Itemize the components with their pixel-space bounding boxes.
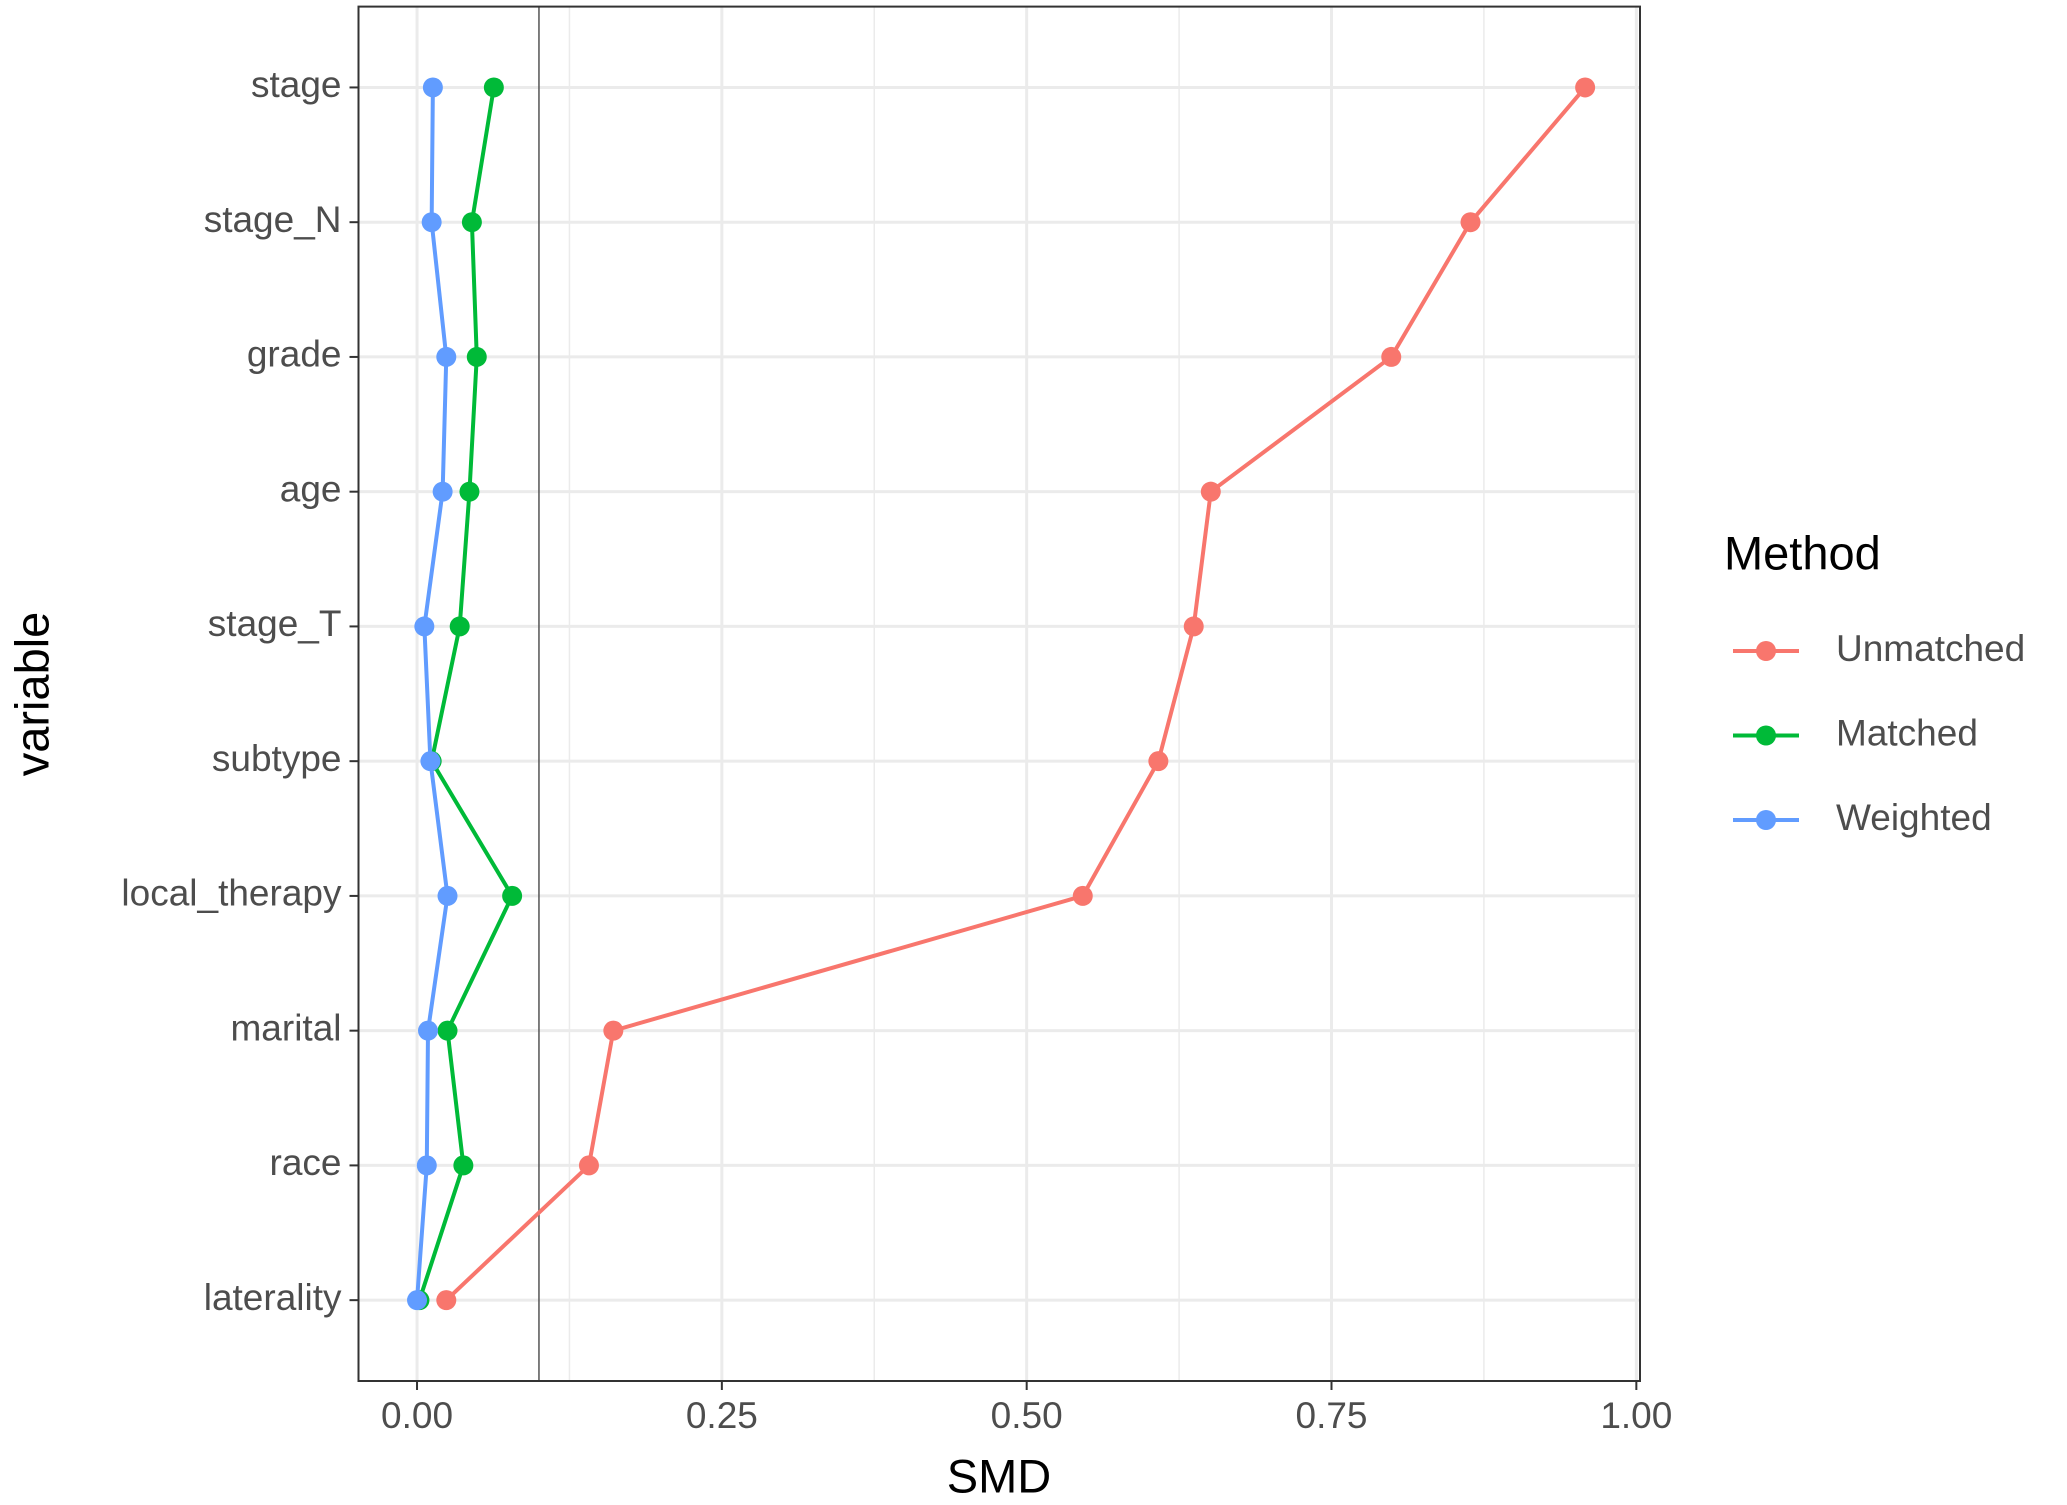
point <box>1183 616 1204 637</box>
x-tick-label: 0.00 <box>381 1395 453 1436</box>
point <box>421 212 442 233</box>
point <box>483 77 504 98</box>
y-tick-label: stage_N <box>204 199 342 240</box>
legend-label: Matched <box>1836 712 1978 753</box>
point <box>414 616 435 637</box>
point <box>1381 346 1402 367</box>
y-tick-label: laterality <box>204 1277 342 1318</box>
y-tick-label: subtype <box>212 738 342 779</box>
y-axis-title: variable <box>5 612 58 777</box>
point <box>437 885 458 906</box>
point <box>420 751 441 772</box>
legend-label: Unmatched <box>1836 628 2025 669</box>
point <box>1460 212 1481 233</box>
legend-key-point <box>1756 641 1776 661</box>
x-tick-label: 0.25 <box>686 1395 758 1436</box>
legend-key-point <box>1756 725 1776 746</box>
point <box>1148 751 1169 772</box>
series-line <box>444 86 1587 1302</box>
point <box>1575 77 1596 98</box>
y-tick-label: age <box>280 468 342 509</box>
point <box>436 346 457 367</box>
point <box>461 212 482 233</box>
point <box>1072 885 1093 906</box>
point <box>432 481 453 502</box>
legend-title: Method <box>1724 526 1881 579</box>
x-tick-label: 1.00 <box>1600 1395 1672 1436</box>
point <box>449 616 470 637</box>
x-axis-title: SMD <box>947 1449 1051 1502</box>
point <box>603 1020 624 1041</box>
point <box>466 346 487 367</box>
point <box>437 1020 458 1041</box>
point <box>502 885 523 906</box>
x-tick-label: 0.50 <box>991 1395 1063 1436</box>
point <box>436 1290 457 1311</box>
series-line <box>415 87 450 1301</box>
y-tick-label: stage_T <box>208 603 342 644</box>
y-tick-label: stage <box>251 64 342 105</box>
legend-key-point <box>1756 810 1776 830</box>
point <box>407 1290 428 1311</box>
panel-border <box>357 5 1641 1383</box>
series-line <box>417 87 515 1301</box>
point <box>422 77 443 98</box>
x-tick-label: 0.75 <box>1296 1395 1368 1436</box>
y-tick-label: race <box>270 1142 342 1183</box>
y-tick-label: grade <box>247 334 342 375</box>
point <box>416 1155 437 1176</box>
point <box>459 481 480 502</box>
point <box>1200 481 1221 502</box>
y-tick-label: local_therapy <box>121 873 342 914</box>
legend-label: Weighted <box>1836 797 1992 838</box>
point <box>418 1020 439 1041</box>
point <box>578 1155 599 1176</box>
point <box>453 1155 474 1176</box>
y-tick-label: marital <box>230 1007 341 1048</box>
